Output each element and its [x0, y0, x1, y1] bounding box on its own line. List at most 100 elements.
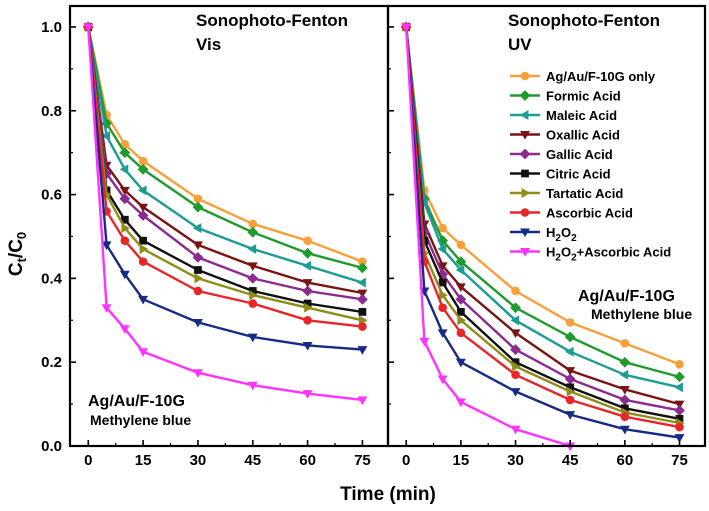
panel-2-annotation-line-1: Ag/Au/F-10G	[578, 288, 675, 305]
panel-1-series-2-point-5	[192, 201, 204, 213]
panel-2-series-10-point-1	[401, 23, 412, 33]
legend-entry-4: Oxallic Acid	[510, 128, 620, 143]
legend-entry-1: Ag/Au/F-10G only	[510, 69, 656, 84]
panel-1-series-7-point-6	[249, 290, 258, 301]
panel-2-series-3-line	[405, 26, 680, 389]
panel-2-series-8-point-6	[565, 395, 575, 405]
panel-2-x-tick-label-1: 0	[402, 452, 410, 469]
panel-2-series-5-point-5	[510, 344, 521, 355]
y-tick-label-5: 0.8	[41, 103, 62, 120]
panel-2-series-2-point-4	[455, 256, 467, 267]
panel-2-series-9-point-7	[619, 425, 630, 435]
panel-1-series-5-point-3	[119, 193, 131, 205]
panel-2-title-line-1: Sonophoto-Fenton	[508, 11, 660, 30]
panel-1-series-5	[82, 21, 368, 305]
legend-label-9: H2O2	[546, 225, 577, 244]
panel-2-x-tick-label-3: 30	[507, 452, 524, 469]
panel-1-series-8-point-4	[138, 257, 148, 266]
panel-1-series-7-point-4	[139, 244, 149, 254]
panel-2-series-6-point-3	[438, 278, 447, 287]
panel-1-series-8-point-3	[120, 236, 130, 245]
legend-label-2: Formic Acid	[546, 89, 621, 104]
panel-1-series-6-point-5	[194, 266, 202, 274]
panel-1-series-4-point-8	[357, 289, 368, 299]
legend-label-8: Ascorbic Acid	[546, 206, 633, 221]
legend-label-4: Oxallic Acid	[546, 128, 620, 143]
legend-entry-8: Ascorbic Acid	[510, 206, 633, 221]
panel-1-series-5-point-7	[302, 285, 313, 297]
y-tick-label-6: 1.0	[41, 19, 62, 36]
panel-2-series-8-point-8	[675, 422, 684, 432]
panel-1-series-7-point-3	[121, 223, 130, 234]
panel-1-series-10-point-5	[192, 369, 203, 378]
panel-2-series-10-point-3	[437, 375, 448, 385]
panel-1-series-8-line	[87, 26, 363, 328]
panel-1-annotation-line-2: Methylene blue	[90, 412, 191, 428]
panel-2-series-2-point-8	[674, 371, 685, 383]
panel-2-series-5-point-6	[564, 373, 576, 385]
panel-1-series-3-point-3	[119, 164, 129, 175]
panel-1-series-10-point-7	[302, 390, 313, 399]
panel-1-series-10-point-6	[247, 381, 258, 391]
legend-swatch-marker-5	[519, 148, 531, 160]
legend-label-1: Ag/Au/F-10G only	[546, 69, 656, 84]
legend-label-7: Tartatic Acid	[546, 186, 623, 201]
panel-1-series-8-point-5	[193, 286, 203, 296]
panel-2-x-tick-label-2: 15	[453, 452, 470, 469]
panel-1-series-7-point-7	[304, 302, 313, 313]
panel-1-series-2-point-7	[302, 247, 313, 259]
panel-2-series-6-point-8	[675, 414, 684, 423]
panel-2-annotation-line-2: Methylene blue	[591, 306, 692, 322]
panel-2-series-4-point-4	[455, 283, 466, 292]
panel-2-series-7-point-3	[439, 290, 448, 301]
panel-1-series-9	[83, 23, 368, 355]
panel-1-x-tick-label-5: 60	[299, 452, 316, 469]
panel-1-series-4-point-3	[119, 186, 130, 196]
panel-1-series-1-line	[87, 26, 363, 263]
panel-2-series-1-point-6	[565, 318, 575, 327]
panel-1-series-10-point-2	[101, 304, 112, 313]
legend-label-10: H2O2+Ascorbic Acid	[546, 245, 671, 264]
legend-swatch-marker-2	[519, 90, 531, 101]
panel-1-series-10-point-3	[119, 325, 130, 334]
panel-2-series-5-point-4	[455, 293, 467, 305]
panel-1-x-tick-label-4: 45	[244, 452, 261, 469]
panel-1-series-2-point-3	[119, 147, 131, 159]
panel-1-series-1-point-8	[358, 257, 367, 266]
panel-2-series-6-point-5	[511, 358, 520, 367]
panels-layer: 0 15 30 45 60 75 0.0 0.2 0.4 0.6 0.8 1.0 Sonophoto-F…	[41, 4, 707, 469]
legend-swatch-marker-7	[521, 188, 531, 198]
x-axis-title: Time (min)	[340, 484, 436, 505]
panel-2-series-8-point-4	[456, 328, 466, 338]
legend-label-6: Citric Acid	[546, 167, 611, 182]
legend-entry-9: H2O2	[510, 225, 577, 244]
panel-1-series-3-point-5	[192, 223, 202, 234]
legend-entry-2: Formic Acid	[510, 89, 621, 104]
panel-1-series-9-point-8	[357, 346, 368, 355]
legend-entry-10: H2O2+Ascorbic Acid	[510, 245, 671, 264]
panel-2-series-4-point-5	[510, 329, 521, 339]
legend-swatch-marker-3	[519, 110, 529, 120]
panel-1-series-8-point-6	[248, 299, 258, 308]
panel-1-series-9-point-2	[101, 241, 112, 251]
panel-2-series-6-point-4	[457, 308, 465, 316]
panel-1-series-4-point-6	[247, 262, 258, 271]
panel-2-series-8-point-5	[511, 370, 520, 380]
panel-2-series-3-point-5	[510, 315, 519, 326]
panel-1-series-2-line	[87, 26, 363, 270]
panel-1-x-tick-label-3: 30	[190, 452, 207, 469]
panel-1-series-1-point-7	[303, 236, 312, 245]
panel-1-series-5-point-4	[137, 210, 149, 221]
panel-2-series-9-point-5	[510, 388, 521, 397]
legend: Ag/Au/F-10G only Formic Acid Maleic Acid Ox…	[510, 69, 671, 264]
panel-2-series-7-point-4	[457, 315, 467, 326]
panel-2: 0 15 30 45 60 75 Sonophoto-Fenton UV Ag/Au/F-10G…	[386, 4, 707, 469]
legend-swatch-marker-9	[520, 228, 530, 238]
panel-1-series-9-point-3	[119, 270, 130, 280]
panel-2-series-7-point-6	[566, 386, 576, 397]
legend-label-5: Gallic Acid	[546, 147, 613, 162]
panel-2-series-3-point-7	[619, 369, 629, 380]
panel-2-series-7-point-5	[512, 361, 521, 372]
legend-entry-3: Maleic Acid	[510, 108, 617, 123]
panel-1-series-6-point-6	[248, 287, 257, 295]
